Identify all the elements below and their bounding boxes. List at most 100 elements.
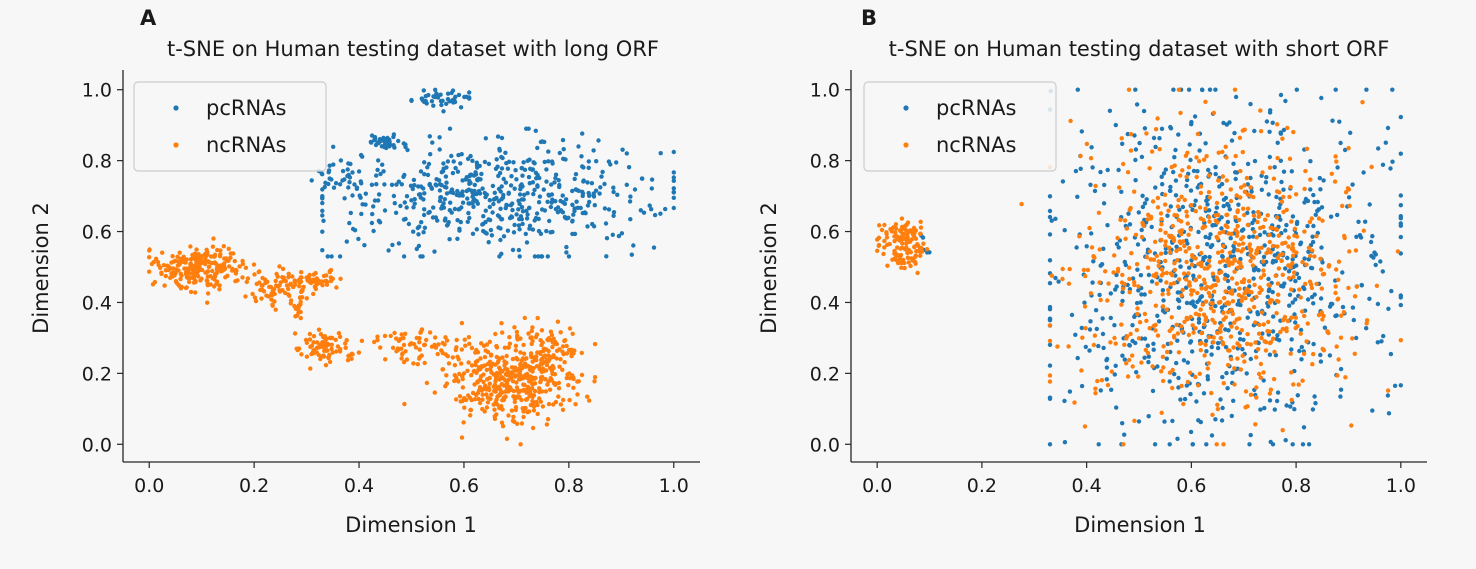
data-point-pcrnas — [1281, 127, 1287, 133]
data-point-ncrnas — [452, 373, 457, 378]
data-point-ncrnas — [1097, 280, 1102, 285]
data-point-pcrnas — [511, 160, 516, 165]
data-point-pcrnas — [401, 254, 407, 259]
data-point-ncrnas — [1186, 165, 1192, 170]
data-point-pcrnas — [1299, 344, 1305, 350]
data-point-ncrnas — [444, 338, 450, 343]
data-point-ncrnas — [421, 342, 427, 348]
data-point-pcrnas — [1163, 250, 1168, 255]
data-point-pcrnas — [536, 254, 541, 259]
data-point-ncrnas — [460, 374, 465, 379]
data-point-pcrnas — [1279, 179, 1284, 185]
data-point-ncrnas — [550, 371, 555, 376]
data-point-pcrnas — [544, 167, 549, 172]
data-point-ncrnas — [1099, 378, 1105, 383]
data-point-ncrnas — [1155, 333, 1161, 338]
data-point-pcrnas — [628, 217, 633, 222]
data-point-ncrnas — [1347, 203, 1352, 208]
data-point-ncrnas — [1198, 307, 1203, 312]
data-point-ncrnas — [1305, 321, 1311, 326]
data-point-pcrnas — [494, 157, 499, 162]
data-point-ncrnas — [548, 376, 553, 381]
y-tick-label: 0.6 — [82, 222, 112, 244]
data-point-ncrnas — [478, 366, 483, 372]
data-point-pcrnas — [423, 94, 428, 99]
data-point-ncrnas — [1209, 390, 1214, 396]
data-point-ncrnas — [227, 264, 232, 269]
data-point-ncrnas — [1127, 207, 1132, 213]
data-point-ncrnas — [1184, 315, 1189, 321]
data-point-ncrnas — [1209, 301, 1214, 306]
data-point-pcrnas — [628, 194, 633, 199]
data-point-ncrnas — [1154, 253, 1160, 259]
data-point-ncrnas — [334, 285, 339, 290]
data-point-ncrnas — [918, 231, 923, 236]
data-point-ncrnas — [530, 398, 535, 404]
data-point-pcrnas — [1196, 320, 1202, 325]
data-point-ncrnas — [277, 264, 282, 269]
data-point-pcrnas — [416, 232, 421, 237]
data-point-pcrnas — [1233, 170, 1238, 175]
data-point-pcrnas — [1330, 118, 1335, 123]
data-point-pcrnas — [348, 210, 353, 216]
data-point-ncrnas — [209, 254, 214, 259]
data-point-ncrnas — [905, 255, 911, 260]
data-point-ncrnas — [875, 237, 880, 242]
data-point-ncrnas — [1047, 338, 1053, 344]
data-point-pcrnas — [470, 194, 475, 199]
data-point-pcrnas — [468, 153, 473, 159]
data-point-pcrnas — [1373, 262, 1378, 268]
data-point-ncrnas — [1248, 249, 1253, 254]
data-point-ncrnas — [908, 250, 913, 255]
data-point-ncrnas — [548, 329, 554, 334]
data-point-ncrnas — [485, 395, 490, 400]
data-point-ncrnas — [1218, 299, 1223, 305]
data-point-pcrnas — [1373, 252, 1379, 257]
data-point-ncrnas — [547, 387, 553, 392]
data-point-ncrnas — [484, 342, 490, 347]
data-point-pcrnas — [491, 201, 496, 207]
data-point-pcrnas — [1188, 391, 1193, 397]
data-point-pcrnas — [393, 210, 399, 215]
data-point-pcrnas — [597, 191, 602, 196]
data-point-ncrnas — [1169, 326, 1174, 331]
data-point-ncrnas — [1267, 283, 1273, 288]
data-point-pcrnas — [1219, 215, 1224, 220]
data-point-pcrnas — [600, 169, 605, 175]
data-point-ncrnas — [482, 354, 488, 360]
data-point-ncrnas — [1302, 186, 1307, 192]
data-point-ncrnas — [407, 342, 413, 347]
data-point-pcrnas — [1278, 158, 1284, 163]
data-point-ncrnas — [1290, 261, 1295, 266]
data-point-ncrnas — [1339, 313, 1344, 318]
data-point-pcrnas — [414, 246, 419, 252]
data-point-ncrnas — [338, 276, 343, 281]
data-point-ncrnas — [1188, 314, 1193, 320]
chart-title-b: t-SNE on Human testing dataset with shor… — [889, 37, 1390, 61]
data-point-ncrnas — [556, 386, 562, 391]
data-point-ncrnas — [1255, 219, 1260, 225]
data-point-ncrnas — [1256, 331, 1262, 336]
data-point-pcrnas — [420, 254, 425, 259]
data-point-pcrnas — [593, 188, 599, 193]
data-point-pcrnas — [627, 199, 633, 204]
data-point-pcrnas — [1084, 244, 1089, 249]
data-point-pcrnas — [1104, 365, 1110, 370]
data-point-pcrnas — [1267, 352, 1273, 357]
data-point-ncrnas — [562, 360, 567, 365]
data-point-ncrnas — [1237, 286, 1242, 291]
data-point-pcrnas — [530, 227, 536, 232]
data-point-ncrnas — [1289, 219, 1294, 224]
data-point-ncrnas — [1235, 356, 1240, 361]
data-point-ncrnas — [1229, 307, 1234, 313]
data-point-pcrnas — [1150, 388, 1156, 394]
data-point-ncrnas — [1155, 116, 1160, 121]
data-point-pcrnas — [504, 203, 510, 208]
data-point-ncrnas — [484, 405, 490, 410]
data-point-pcrnas — [1328, 214, 1334, 219]
data-point-pcrnas — [1364, 326, 1369, 331]
data-point-ncrnas — [159, 271, 164, 277]
data-point-pcrnas — [493, 166, 499, 171]
data-point-ncrnas — [1224, 178, 1230, 183]
data-point-ncrnas — [549, 355, 554, 360]
